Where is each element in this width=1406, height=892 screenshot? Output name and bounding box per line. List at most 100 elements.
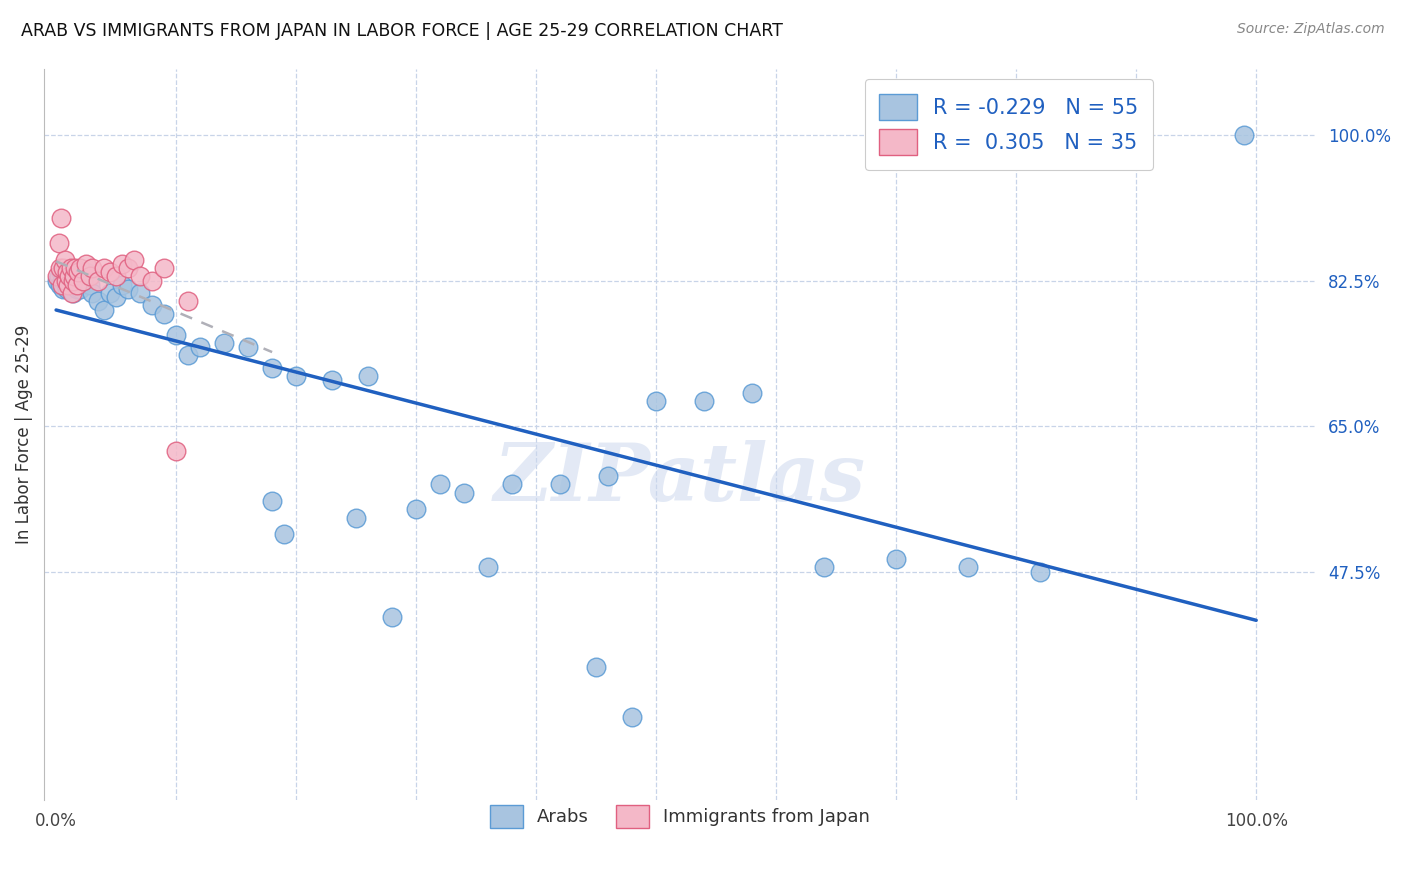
Point — [585, 660, 607, 674]
Point — [165, 327, 187, 342]
Point — [122, 252, 145, 267]
Point — [1029, 565, 1052, 579]
Y-axis label: In Labor Force | Age 25-29: In Labor Force | Age 25-29 — [15, 325, 32, 544]
Point — [69, 261, 91, 276]
Point — [65, 282, 87, 296]
Point — [165, 444, 187, 458]
Point — [48, 277, 70, 292]
Point — [477, 560, 499, 574]
Point — [82, 285, 104, 300]
Point — [273, 527, 295, 541]
Point — [58, 269, 80, 284]
Point — [262, 494, 284, 508]
Point — [59, 277, 82, 292]
Point — [49, 211, 72, 226]
Point — [46, 269, 69, 284]
Point — [79, 277, 101, 292]
Point — [48, 269, 70, 284]
Point — [62, 274, 84, 288]
Point — [63, 274, 86, 288]
Point — [93, 261, 115, 276]
Point — [236, 340, 259, 354]
Point — [52, 282, 75, 296]
Point — [321, 373, 343, 387]
Point — [98, 285, 121, 300]
Point — [957, 560, 980, 574]
Point — [381, 610, 404, 624]
Text: ARAB VS IMMIGRANTS FROM JAPAN IN LABOR FORCE | AGE 25-29 CORRELATION CHART: ARAB VS IMMIGRANTS FROM JAPAN IN LABOR F… — [21, 22, 783, 40]
Point — [598, 469, 620, 483]
Point — [285, 369, 308, 384]
Point — [429, 477, 451, 491]
Point — [56, 282, 79, 296]
Point — [51, 277, 73, 292]
Point — [53, 252, 76, 267]
Point — [1233, 128, 1256, 142]
Point — [51, 274, 73, 288]
Point — [62, 285, 84, 300]
Point — [117, 261, 139, 276]
Point — [67, 277, 90, 292]
Legend: Arabs, Immigrants from Japan: Arabs, Immigrants from Japan — [484, 797, 877, 835]
Point — [65, 277, 87, 292]
Point — [693, 394, 716, 409]
Point — [65, 261, 87, 276]
Point — [56, 274, 79, 288]
Text: ZIPatlas: ZIPatlas — [494, 440, 866, 517]
Point — [129, 285, 152, 300]
Point — [63, 269, 86, 284]
Point — [344, 510, 367, 524]
Point — [105, 269, 128, 284]
Point — [82, 261, 104, 276]
Point — [741, 385, 763, 400]
Point — [111, 277, 134, 292]
Point — [212, 335, 235, 350]
Point — [177, 294, 200, 309]
Point — [621, 710, 644, 724]
Point — [60, 285, 83, 300]
Point — [645, 394, 668, 409]
Point — [75, 257, 97, 271]
Point — [153, 307, 176, 321]
Point — [75, 265, 97, 279]
Point — [93, 302, 115, 317]
Point — [49, 265, 72, 279]
Point — [69, 282, 91, 296]
Text: Source: ZipAtlas.com: Source: ZipAtlas.com — [1237, 22, 1385, 37]
Point — [98, 265, 121, 279]
Point — [357, 369, 380, 384]
Point — [55, 277, 77, 292]
Point — [53, 269, 76, 284]
Point — [59, 261, 82, 276]
Point — [111, 257, 134, 271]
Point — [501, 477, 523, 491]
Point — [48, 261, 70, 276]
Point — [56, 277, 79, 292]
Point — [55, 274, 77, 288]
Point — [52, 261, 75, 276]
Point — [72, 274, 94, 288]
Point — [48, 236, 70, 251]
Point — [262, 360, 284, 375]
Point — [129, 269, 152, 284]
Point — [65, 277, 87, 292]
Point — [884, 552, 907, 566]
Point — [66, 265, 89, 279]
Point — [141, 274, 163, 288]
Point — [87, 294, 110, 309]
Point — [66, 274, 89, 288]
Point — [56, 265, 79, 279]
Point — [117, 282, 139, 296]
Point — [46, 274, 69, 288]
Point — [141, 298, 163, 312]
Point — [177, 348, 200, 362]
Point — [79, 269, 101, 284]
Point — [813, 560, 835, 574]
Point — [60, 265, 83, 279]
Point — [87, 274, 110, 288]
Point — [105, 290, 128, 304]
Point — [72, 274, 94, 288]
Point — [188, 340, 211, 354]
Point — [548, 477, 571, 491]
Point — [153, 261, 176, 276]
